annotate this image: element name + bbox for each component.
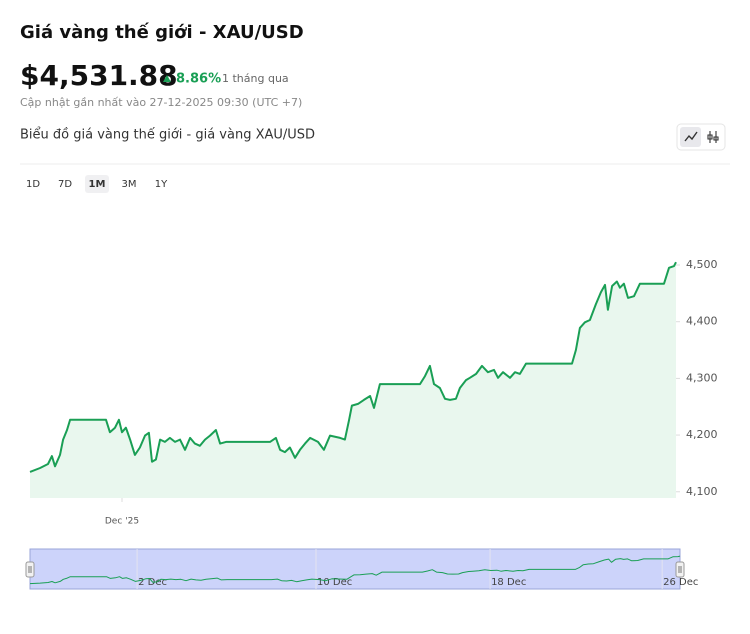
range-label: 1Y xyxy=(155,179,168,190)
chart-type-switch[interactable] xyxy=(676,123,726,151)
y-tick-label: 4,200 xyxy=(686,428,718,441)
up-arrow xyxy=(163,75,171,82)
line xyxy=(29,261,677,473)
range-button[interactable]: 3M xyxy=(122,179,137,190)
range-button[interactable]: 1M xyxy=(85,175,109,193)
y-tick-label: 4,400 xyxy=(686,315,718,328)
navigator-label: 18 Dec xyxy=(491,577,526,588)
line-icon xyxy=(684,131,698,142)
candle-icon xyxy=(707,131,719,143)
handle-grip xyxy=(28,566,32,573)
y-tick-label: 4,300 xyxy=(686,371,718,384)
range-button[interactable]: 7D xyxy=(58,179,72,190)
y-tick-label: 4,500 xyxy=(686,258,718,271)
range-label: 3M xyxy=(122,179,137,190)
change: 8.86% xyxy=(176,72,221,87)
period: 1 tháng qua xyxy=(222,72,289,85)
chart-title: Biểu đồ giá vàng thế giới - giá vàng XAU… xyxy=(20,128,315,143)
range-label: 7D xyxy=(58,179,72,190)
page-title: Giá vàng thế giới - XAU/USD xyxy=(20,22,304,43)
price: $4,531.88 xyxy=(20,59,178,92)
range-button[interactable]: 1D xyxy=(26,179,40,190)
y-tick-label: 4,100 xyxy=(686,485,718,498)
handle-grip xyxy=(678,566,682,573)
x-tick-label: Dec '25 xyxy=(105,517,139,527)
navigator-label: 10 Dec xyxy=(317,577,352,588)
updated: Cập nhật gần nhất vào 27-12-2025 09:30 (… xyxy=(20,96,302,109)
range-label: 1M xyxy=(89,179,106,190)
range-active-bg xyxy=(85,175,109,193)
navigator-window xyxy=(29,548,681,590)
range-button[interactable]: 1Y xyxy=(155,179,168,190)
handle-box xyxy=(675,561,685,578)
range-label: 1D xyxy=(26,179,40,190)
area xyxy=(30,262,676,498)
navigator-handle[interactable] xyxy=(675,561,685,578)
navigator-handle[interactable] xyxy=(25,561,35,578)
handle-box xyxy=(25,561,35,578)
navigator-label: 26 Dec xyxy=(663,577,698,588)
line xyxy=(29,555,681,585)
